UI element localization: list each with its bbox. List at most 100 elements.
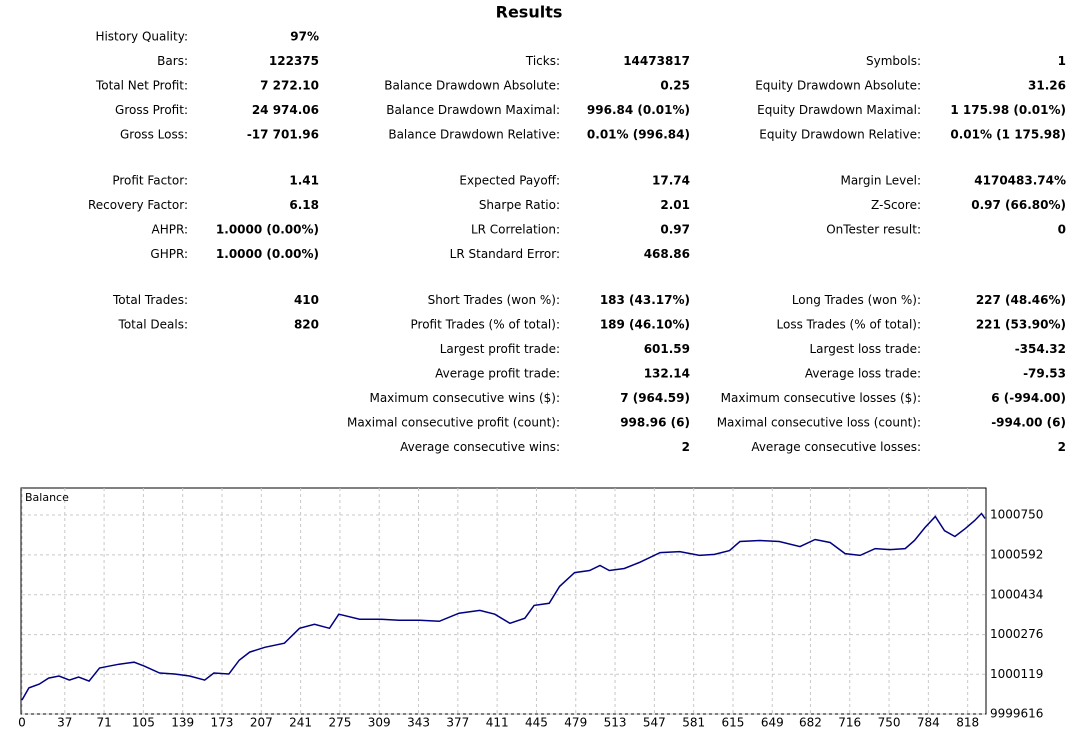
- x-tick-label: 343: [407, 716, 430, 730]
- x-tick-label: 615: [722, 716, 745, 730]
- stat-label: Margin Level:: [840, 174, 921, 188]
- stat-label: Z-Score:: [871, 198, 921, 212]
- stat-value: 0.25: [660, 79, 690, 93]
- stat-label: Maximum consecutive wins ($):: [369, 391, 560, 405]
- x-tick-label: 275: [328, 716, 351, 730]
- stat-value: 601.59: [644, 342, 690, 356]
- stat-value: -79.53: [1023, 367, 1066, 381]
- chart-frame: [20, 487, 987, 715]
- x-tick-label: 784: [917, 716, 940, 730]
- stat-label: Symbols:: [866, 54, 921, 68]
- x-tick-label: 411: [486, 716, 509, 730]
- stat-value: 820: [294, 318, 319, 332]
- stat-value: 132.14: [644, 367, 690, 381]
- stat-value: 0.01% (996.84): [587, 128, 690, 142]
- x-tick-label: 750: [878, 716, 901, 730]
- stat-label: Average loss trade:: [805, 367, 921, 381]
- x-tick-label: 445: [525, 716, 548, 730]
- stat-label: Profit Factor:: [112, 174, 188, 188]
- stat-value: 6 (-994.00): [991, 391, 1066, 405]
- x-tick-label: 716: [838, 716, 861, 730]
- stat-label: Equity Drawdown Relative:: [759, 128, 921, 142]
- stat-label: Sharpe Ratio:: [479, 198, 560, 212]
- x-tick-label: 241: [289, 716, 312, 730]
- stat-value: -17 701.96: [247, 128, 319, 142]
- stat-value: 1.0000 (0.00%): [216, 247, 319, 261]
- stat-label: Total Net Profit:: [95, 79, 188, 93]
- x-tick-label: 71: [96, 716, 111, 730]
- y-tick-label: 1000750: [990, 508, 1043, 522]
- stat-value: -994.00 (6): [991, 416, 1066, 430]
- x-tick-label: 513: [604, 716, 627, 730]
- stat-label: Ticks:: [525, 54, 560, 68]
- stat-label: Recovery Factor:: [88, 198, 188, 212]
- stat-value: 0.97 (66.80%): [971, 198, 1066, 212]
- stat-value: 221 (53.90%): [976, 318, 1066, 332]
- stat-value: 0.01% (1 175.98): [950, 128, 1066, 142]
- stat-value: 189 (46.10%): [600, 318, 690, 332]
- x-tick-label: 818: [956, 716, 979, 730]
- y-tick-label: 1000592: [990, 547, 1043, 561]
- x-tick-label: 0: [18, 716, 26, 730]
- stat-value: 0: [1058, 223, 1066, 237]
- x-tick-label: 207: [250, 716, 273, 730]
- stat-value: 227 (48.46%): [976, 293, 1066, 307]
- stat-value: 14473817: [623, 54, 690, 68]
- x-tick-label: 377: [446, 716, 469, 730]
- stat-label: Long Trades (won %):: [792, 293, 921, 307]
- stat-value: 17.74: [652, 174, 690, 188]
- stat-value: 410: [294, 293, 319, 307]
- stat-value: 24 974.06: [252, 103, 319, 117]
- stat-label: Equity Drawdown Absolute:: [755, 79, 921, 93]
- report-title: Results: [496, 3, 563, 22]
- stat-label: AHPR:: [152, 223, 188, 237]
- x-tick-label: 581: [682, 716, 705, 730]
- y-tick-label: 1000276: [990, 627, 1043, 641]
- stat-value: 4170483.74%: [974, 174, 1066, 188]
- stat-label: Maximum consecutive losses ($):: [721, 391, 921, 405]
- x-tick-label: 309: [368, 716, 391, 730]
- stat-label: Maximal consecutive profit (count):: [347, 416, 560, 430]
- stat-label: Average profit trade:: [435, 367, 560, 381]
- stat-value: 996.84 (0.01%): [587, 103, 690, 117]
- stat-label: Largest profit trade:: [440, 342, 560, 356]
- stat-label: Balance Drawdown Relative:: [388, 128, 560, 142]
- x-tick-label: 105: [132, 716, 155, 730]
- stat-value: 1 175.98 (0.01%): [950, 103, 1066, 117]
- stat-value: 6.18: [289, 198, 319, 212]
- stat-label: Short Trades (won %):: [428, 293, 560, 307]
- x-tick-label: 547: [643, 716, 666, 730]
- stat-label: Total Deals:: [118, 318, 188, 332]
- x-tick-label: 139: [171, 716, 194, 730]
- stat-label: Average consecutive losses:: [751, 440, 921, 454]
- stat-label: Bars:: [157, 54, 188, 68]
- stat-value: 1.0000 (0.00%): [216, 223, 319, 237]
- stat-value: 0.97: [660, 223, 690, 237]
- stat-value: 2: [1058, 440, 1066, 454]
- stat-value: 7 (964.59): [620, 391, 690, 405]
- stat-value: 1: [1058, 54, 1066, 68]
- stat-value: 122375: [269, 54, 319, 68]
- y-tick-label: 1000119: [990, 667, 1043, 681]
- balance-line: [21, 512, 986, 701]
- stat-value: 97%: [290, 30, 319, 44]
- stat-label: Average consecutive wins:: [400, 440, 560, 454]
- stat-value: 998.96 (6): [620, 416, 690, 430]
- stat-value: 7 272.10: [260, 79, 319, 93]
- stat-label: Loss Trades (% of total):: [777, 318, 922, 332]
- stat-value: 468.86: [644, 247, 690, 261]
- stat-value: 31.26: [1028, 79, 1066, 93]
- stat-label: Gross Profit:: [115, 103, 188, 117]
- stat-label: Equity Drawdown Maximal:: [757, 103, 921, 117]
- stat-label: OnTester result:: [826, 223, 921, 237]
- stat-label: LR Correlation:: [471, 223, 560, 237]
- x-tick-label: 682: [799, 716, 822, 730]
- x-tick-label: 649: [761, 716, 784, 730]
- y-tick-label: 1000434: [990, 587, 1043, 601]
- stat-label: Expected Payoff:: [459, 174, 560, 188]
- stat-label: Total Trades:: [112, 293, 188, 307]
- stat-label: History Quality:: [95, 30, 188, 44]
- stat-label: Largest loss trade:: [809, 342, 921, 356]
